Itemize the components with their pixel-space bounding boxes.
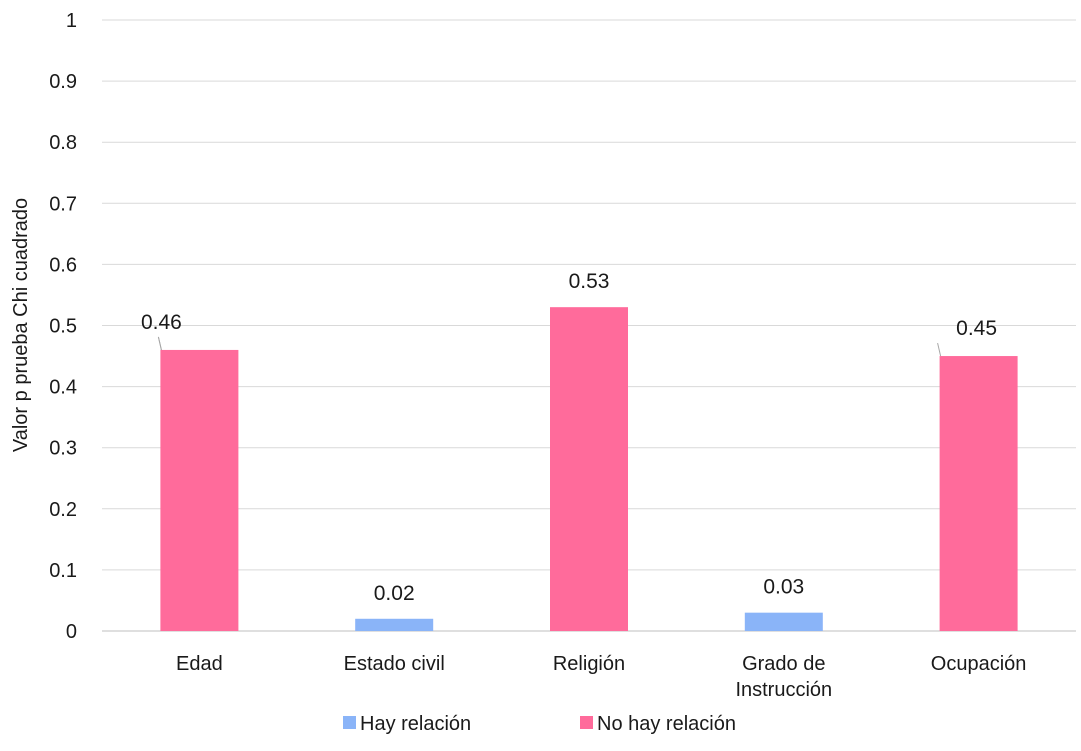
legend-label: Hay relación (360, 713, 471, 735)
y-tick-label: 0.7 (49, 193, 77, 215)
legend-label: No hay relación (597, 713, 736, 735)
x-axis-categories: Edad Estado civil Religión Grado de Instrucc… (176, 653, 1026, 701)
y-tick-label: 1 (66, 10, 77, 32)
y-axis-ticks: 0 0.1 0.2 0.3 0.4 0.5 0.6 0.7 0.8 0.9 1 (49, 10, 77, 643)
bar (160, 349, 239, 631)
y-tick-label: 0.8 (49, 132, 77, 154)
y-tick-label: 0.3 (49, 438, 77, 460)
legend-swatch (580, 716, 593, 729)
leader-line (157, 336, 162, 351)
data-labels: 0.46 0.02 0.53 0.03 0.45 (141, 270, 997, 605)
bar (939, 356, 1018, 631)
legend-swatch (343, 716, 356, 729)
x-tick-label: Religión (553, 653, 625, 675)
bar (550, 307, 628, 631)
y-tick-label: 0.1 (49, 560, 77, 582)
bar (355, 618, 434, 631)
data-label: 0.53 (569, 270, 610, 293)
data-label: 0.46 (141, 311, 182, 334)
x-tick-label: Grado de Instrucción (735, 653, 832, 701)
x-tick-label: Ocupación (931, 653, 1027, 675)
bars (160, 307, 1018, 631)
y-axis-title: Valor p prueba Chi cuadrado (10, 198, 32, 452)
data-label: 0.03 (763, 576, 804, 599)
y-tick-label: 0.4 (49, 377, 77, 399)
data-label: 0.02 (374, 582, 415, 605)
data-label: 0.45 (956, 317, 997, 340)
legend: Hay relación No hay relación (343, 713, 736, 735)
leader-line (937, 342, 942, 357)
y-tick-label: 0.9 (49, 71, 77, 93)
y-tick-label: 0.5 (49, 316, 77, 338)
x-tick-label: Estado civil (344, 653, 445, 675)
y-tick-label: 0 (66, 621, 77, 643)
y-tick-label: 0.6 (49, 254, 77, 276)
bar (744, 612, 823, 631)
x-tick-label: Edad (176, 653, 223, 675)
y-tick-label: 0.2 (49, 499, 77, 521)
